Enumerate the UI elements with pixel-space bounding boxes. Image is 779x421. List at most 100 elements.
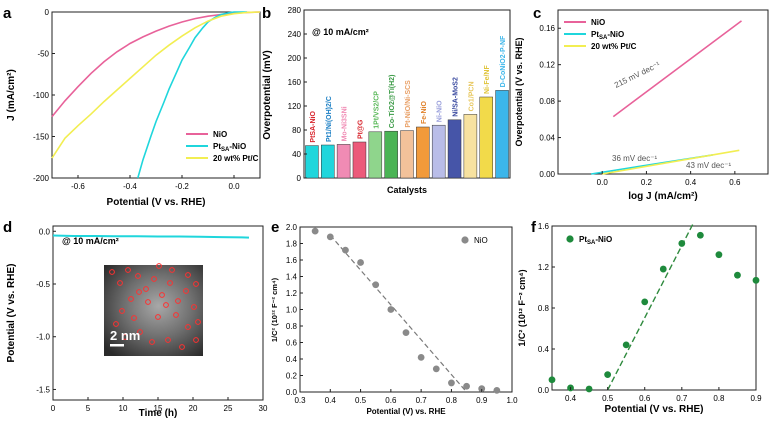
y-axis-label-d: Potential (V vs. RHE): [6, 264, 17, 363]
x-tick-label-c-1: 0.2: [641, 178, 653, 187]
curve-a-0: [51, 11, 261, 118]
atom-marker-18: [128, 296, 134, 302]
point-e-9: [448, 379, 455, 387]
ticks-a: -0.6 -0.4 -0.2 0.0 0 -50 -100 -150 -200: [33, 8, 240, 191]
atom-marker-17: [136, 289, 142, 295]
y-tick-label-a-3: -150: [33, 133, 50, 142]
x-tick-label-e-3: 0.6: [385, 396, 397, 405]
a-legend-label-1: PtSA-NiO: [213, 142, 246, 153]
atom-marker-14: [163, 302, 169, 308]
legend-label-e: NiO: [474, 236, 488, 245]
atom-marker-24: [165, 337, 171, 343]
y-tick-label-b-2: 80: [292, 126, 301, 135]
bar-7: [416, 126, 430, 179]
y-tick-label-e-1: 0.2: [286, 372, 298, 381]
legend-marker-f: [566, 235, 574, 243]
atom-marker-21: [122, 334, 128, 340]
x-tick-label-c-2: 0.4: [685, 178, 697, 187]
x-tick-label-e-4: 0.7: [416, 396, 428, 405]
x-tick-label-f-0: 0.4: [565, 394, 577, 403]
panel-letter-d: d: [3, 219, 12, 236]
x-tick-label-c-3: 0.6: [729, 178, 741, 187]
panel-letter-b: b: [262, 5, 271, 22]
atom-marker-29: [193, 281, 199, 287]
point-e-12: [493, 386, 501, 394]
point-f-2: [585, 385, 593, 393]
bar-3: [352, 141, 367, 179]
curve-a-2: [51, 11, 261, 159]
panel-letter-f: f: [531, 219, 537, 236]
c-legend-label-1: PtSA-NiO: [591, 30, 624, 41]
x-tick-label-a-1: -0.4: [123, 182, 137, 191]
atom-marker-12: [185, 324, 191, 330]
x-tick-label-f-2: 0.6: [639, 394, 651, 403]
y-tick-label-d-2: -1.0: [36, 333, 50, 342]
x-tick-label-e-0: 0.3: [294, 396, 306, 405]
scale-bar: [110, 344, 124, 347]
stem-inset-image: 2 nm: [104, 263, 203, 356]
point-f-3: [604, 371, 612, 379]
panel-a: a -0.6 -0.4 -0.2 0.0 0 -50 -100 -150 -200 Potent…: [3, 5, 261, 208]
atom-marker-7: [167, 280, 173, 286]
point-f-7: [678, 240, 686, 247]
point-e-11: [478, 385, 486, 393]
y-axis-label-b: Overpotential (mV): [262, 50, 273, 139]
curves-d: [52, 234, 250, 239]
y-tick-label-c-0: 0.00: [539, 170, 555, 179]
y-tick-label-c-4: 0.16: [539, 24, 555, 33]
y-tick-label-b-0: 0: [297, 174, 302, 183]
bar-label-7: Fe-NiO: [421, 101, 428, 125]
y-tick-label-e-4: 0.8: [286, 322, 298, 331]
bar-label-9: Ni/SA-MoS2: [453, 77, 460, 117]
panel-c: c 0.0 0.2 0.4 0.60.000.040.080.120.16 215 m…: [514, 5, 769, 202]
atom-marker-3: [135, 273, 141, 279]
x-tick-label-e-6: 0.9: [476, 396, 488, 405]
y-tick-label-c-1: 0.04: [539, 134, 555, 143]
atom-marker-22: [137, 329, 143, 335]
point-f-0: [548, 376, 556, 384]
bar-4: [368, 131, 383, 179]
y-tick-label-e-5: 1.0: [286, 306, 298, 315]
atom-marker-8: [175, 298, 181, 304]
point-f-10: [734, 271, 741, 279]
point-e-2: [342, 246, 349, 254]
x-tick-label-f-1: 0.5: [602, 394, 614, 403]
y-tick-label-d-0: 0.0: [39, 227, 51, 236]
fit-line-c-0: [612, 20, 742, 118]
y-tick-label-a-2: -100: [33, 91, 50, 100]
point-e-8: [432, 365, 440, 373]
atom-marker-11: [195, 319, 201, 325]
panel-e: e 0.3 0.4 0.5 0.6 0.7 0.8 0.9 1.00.00.20.40.60.…: [270, 219, 518, 416]
plot-frame-e: [299, 226, 513, 393]
bar-1: [321, 144, 335, 179]
y-tick-label-e-9: 1.8: [286, 240, 298, 249]
bar-label-10: Co1/PCN: [468, 81, 475, 111]
y-tick-label-c-3: 0.12: [539, 61, 555, 70]
point-f-4: [622, 341, 630, 349]
atom-marker-26: [193, 337, 199, 343]
x-axis-label-c: log J (mA/cm²): [628, 191, 697, 202]
y-tick-label-b-7: 280: [288, 6, 302, 15]
atom-marker-27: [169, 267, 175, 273]
panel-letter-c: c: [533, 5, 541, 22]
bar-9: [447, 119, 462, 179]
bar-2: [336, 144, 351, 179]
point-e-7: [417, 353, 425, 361]
x-tick-label-d-3: 15: [154, 404, 163, 413]
x-tick-label-e-5: 0.8: [446, 396, 458, 405]
mott-schottky-fit-e: [329, 234, 468, 393]
bar-label-11: Ni-Fe/NF: [484, 65, 491, 95]
panel-d: d @ 10 mA/cm² 0 5 10 15 20 25 30 0.0 -0.5 -1.0 -1.…: [3, 219, 268, 419]
y-tick-label-a-4: -200: [33, 174, 50, 183]
y-tick-label-f-0: 0.0: [538, 386, 550, 395]
y-tick-label-e-8: 1.6: [286, 256, 298, 265]
fit-line-f: [607, 223, 694, 391]
x-tick-label-d-0: 0: [51, 404, 56, 413]
atom-marker-20: [113, 321, 119, 327]
stem-atom-markers: [109, 263, 201, 350]
y-tick-label-e-10: 2.0: [286, 223, 298, 232]
atom-marker-13: [173, 312, 179, 318]
annotation-d: @ 10 mA/cm²: [62, 236, 119, 246]
stability-curve-0: [52, 234, 250, 239]
